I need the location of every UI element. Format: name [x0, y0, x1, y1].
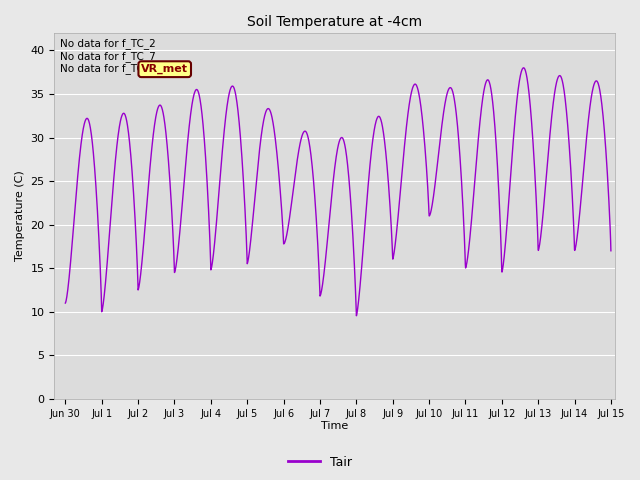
Title: Soil Temperature at -4cm: Soil Temperature at -4cm: [247, 15, 422, 29]
Text: VR_met: VR_met: [141, 64, 188, 74]
Legend: Tair: Tair: [284, 451, 356, 474]
Y-axis label: Temperature (C): Temperature (C): [15, 170, 25, 261]
Text: No data for f_TC_2
No data for f_TC_7
No data for f_TC_12: No data for f_TC_2 No data for f_TC_7 No…: [60, 38, 163, 74]
X-axis label: Time: Time: [321, 421, 348, 432]
